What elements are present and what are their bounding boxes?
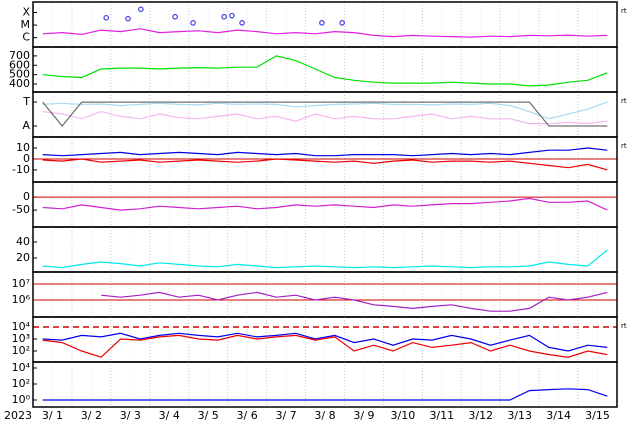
series-line [42, 334, 608, 358]
series-line [42, 55, 608, 87]
y-tick-label: -10 [12, 163, 30, 176]
flare-marker [125, 15, 131, 22]
series-line [42, 28, 608, 38]
y-tick-label: X [22, 5, 30, 18]
y-tick-label: 400 [9, 77, 30, 90]
year-label: 2023 [4, 409, 32, 422]
x-tick-label: 3/ 2 [81, 409, 102, 422]
side-label: rt [621, 142, 627, 150]
flare-marker [138, 6, 144, 13]
y-tick-label: T [22, 95, 30, 108]
x-tick-label: 3/ 5 [198, 409, 219, 422]
x-tick-label: 3/ 9 [353, 409, 374, 422]
series-line [42, 158, 608, 171]
series-line [42, 249, 608, 269]
y-tick-label: 10³ [12, 332, 30, 345]
series-line [42, 388, 608, 401]
flare-marker [190, 20, 196, 26]
panel-frame [32, 271, 618, 318]
y-tick-label: 10² [12, 377, 30, 390]
x-tick-label: 3/ 7 [275, 409, 296, 422]
y-tick-label: 10⁰ [12, 393, 31, 406]
y-tick-label: 10⁴ [12, 320, 31, 333]
flare-marker [239, 20, 245, 26]
x-tick-label: 3/10 [391, 409, 416, 422]
x-tick-label: 3/ 4 [159, 409, 180, 422]
panel-frame [32, 226, 618, 273]
y-tick-label: 600 [9, 58, 30, 71]
panel-frame [32, 46, 618, 93]
panel-frame [32, 91, 618, 138]
y-tick-label: 0 [23, 152, 30, 165]
y-tick-label: 10⁷ [12, 277, 30, 290]
y-tick-label: M [21, 18, 31, 31]
flare-marker [221, 13, 227, 20]
x-tick-label: 3/ 8 [314, 409, 335, 422]
y-tick-label: 700 [9, 49, 30, 62]
x-tick-label: 3/11 [429, 409, 454, 422]
series-line [42, 101, 608, 127]
y-tick-label: 0 [23, 190, 30, 203]
series-line [101, 291, 608, 312]
series-line [42, 197, 608, 211]
y-tick-label: 10⁶ [12, 293, 31, 306]
side-label: rt [621, 322, 627, 330]
panel-frame [32, 136, 618, 183]
panel-frame [32, 181, 618, 228]
flare-marker [103, 14, 109, 21]
y-tick-label: A [22, 119, 30, 132]
flare-marker [319, 20, 325, 26]
side-label: rt [621, 7, 627, 15]
flare-marker [229, 12, 235, 19]
y-tick-label: 40 [16, 235, 30, 248]
y-tick-label: 20 [16, 251, 30, 264]
flare-marker [339, 20, 345, 26]
x-tick-label: 3/14 [546, 409, 571, 422]
series-line [42, 110, 608, 125]
x-tick-label: 3/15 [585, 409, 610, 422]
panel-frame [32, 1, 618, 48]
flare-marker [172, 13, 178, 20]
x-tick-label: 3/13 [507, 409, 532, 422]
x-tick-label: 3/ 6 [237, 409, 258, 422]
series-line [42, 147, 608, 157]
y-tick-label: -50 [12, 203, 30, 216]
x-tick-label: 3/ 3 [120, 409, 141, 422]
series-line [42, 101, 608, 120]
y-tick-label: 10² [12, 344, 30, 357]
x-tick-label: 3/ 1 [42, 409, 63, 422]
y-tick-label: 10⁴ [12, 361, 31, 374]
y-tick-label: 10 [16, 141, 30, 154]
y-tick-label: C [22, 31, 30, 44]
side-label: rt [621, 97, 627, 105]
panel-frame [32, 361, 618, 408]
series-line [42, 332, 608, 352]
x-tick-label: 3/12 [468, 409, 493, 422]
y-tick-label: 500 [9, 68, 30, 81]
